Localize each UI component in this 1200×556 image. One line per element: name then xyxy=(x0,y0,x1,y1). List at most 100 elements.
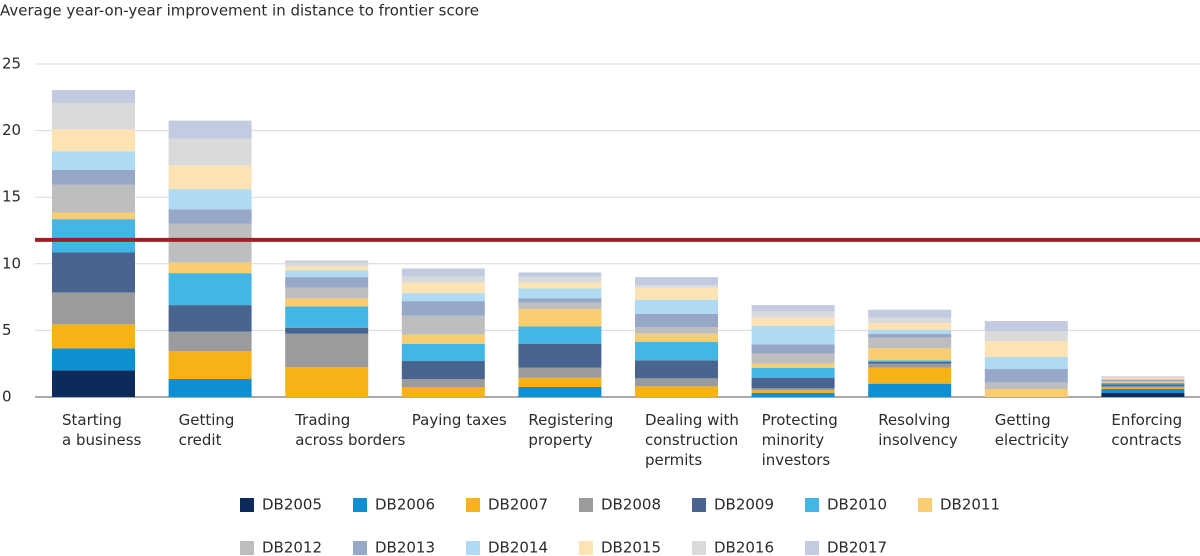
bar-segment xyxy=(168,138,252,166)
bar-segment xyxy=(401,282,485,294)
bar-segment xyxy=(168,273,252,306)
bar-segment xyxy=(751,325,835,345)
bar-segment xyxy=(751,311,835,318)
bar-segment xyxy=(401,301,485,316)
bar-segment xyxy=(518,302,602,310)
legend-label: DB2014 xyxy=(488,539,548,556)
bar-segment xyxy=(52,169,135,185)
bar-segment xyxy=(401,387,485,397)
bar-segment xyxy=(1101,387,1185,390)
y-tick-label: 0 xyxy=(2,388,12,406)
legend-swatch xyxy=(805,541,819,555)
legend-swatch xyxy=(353,498,367,512)
bar-segment xyxy=(635,333,718,342)
bar-segment xyxy=(518,272,602,277)
bar-segment xyxy=(52,184,135,213)
bar-segment xyxy=(751,367,835,378)
bar-segment xyxy=(635,378,718,387)
bar-segment xyxy=(518,326,602,344)
bar-segment xyxy=(518,377,602,388)
bar-segment xyxy=(285,262,369,267)
bar-segment xyxy=(52,89,135,104)
legend-label: DB2013 xyxy=(375,539,435,556)
bar-segment xyxy=(168,189,252,210)
y-tick-label: 5 xyxy=(2,321,12,339)
legend-swatch xyxy=(692,498,706,512)
chart-title: Average year-on-year improvement in dist… xyxy=(0,2,479,20)
bar-segment xyxy=(635,287,718,300)
legend-label: DB2008 xyxy=(601,496,661,514)
bar-segment xyxy=(52,292,135,325)
legend-label: DB2010 xyxy=(827,496,887,514)
bar-segment xyxy=(635,327,718,334)
bar-segment xyxy=(518,343,602,368)
bar-segment xyxy=(1101,378,1185,380)
bar-segment xyxy=(285,306,369,328)
legend-swatch xyxy=(918,498,932,512)
bar-segment xyxy=(401,361,485,380)
bar-segment xyxy=(868,383,952,397)
bar-segment xyxy=(1101,377,1185,379)
bar-segment xyxy=(168,223,252,263)
bar-segment xyxy=(52,348,135,371)
bar-segment xyxy=(52,129,135,152)
bar-segment xyxy=(285,260,369,263)
bar-segment xyxy=(52,212,135,220)
bar-segment xyxy=(984,341,1068,358)
bar-segment xyxy=(635,360,718,379)
bar-segment xyxy=(751,344,835,354)
bar-segment xyxy=(518,298,602,303)
bar-segment xyxy=(518,367,602,378)
bar-segment xyxy=(751,317,835,326)
bar-segment xyxy=(401,379,485,388)
legend-swatch xyxy=(240,498,254,512)
bar-segment xyxy=(984,357,1068,370)
bar-segment xyxy=(401,276,485,283)
x-tick-label: Getting credit xyxy=(179,411,235,449)
bar-segment xyxy=(868,323,952,330)
bar-segment xyxy=(285,266,369,271)
bar-segment xyxy=(168,120,252,139)
bar-segment xyxy=(1101,389,1185,394)
bar-segment xyxy=(751,388,835,391)
x-tick-label: Getting electricity xyxy=(995,411,1069,449)
legend-label: DB2012 xyxy=(262,539,322,556)
x-tick-label: Paying taxes xyxy=(412,411,507,429)
x-tick-label: Starting a business xyxy=(62,411,142,449)
bar-segment xyxy=(285,333,369,368)
y-tick-label: 25 xyxy=(2,55,21,73)
bar-segment xyxy=(868,363,952,368)
bar-segment xyxy=(52,252,135,293)
bar-segment xyxy=(401,315,485,335)
bar-segment xyxy=(1101,393,1185,397)
bar-segment xyxy=(751,305,835,312)
bar-segment xyxy=(751,377,835,389)
bar-segment xyxy=(868,317,952,324)
bar-segment xyxy=(518,387,602,397)
bar-segment xyxy=(1101,381,1185,383)
bar-segment xyxy=(52,324,135,349)
bar-segment xyxy=(635,285,718,288)
y-tick-label: 20 xyxy=(2,121,21,139)
y-tick-label: 15 xyxy=(2,188,21,206)
legend-label: DB2005 xyxy=(262,496,322,514)
legend-label: DB2007 xyxy=(488,496,548,514)
legend-swatch xyxy=(579,541,593,555)
bar-segment xyxy=(168,209,252,224)
bar-segment xyxy=(285,287,369,299)
bar-segment xyxy=(1101,376,1185,378)
bar-segment xyxy=(868,361,952,364)
bar-segment xyxy=(635,299,718,314)
bar-segment xyxy=(168,331,252,352)
x-tick-label: Dealing with construction permits xyxy=(645,411,739,469)
legend-swatch xyxy=(692,541,706,555)
bar-segment xyxy=(1101,379,1185,382)
bar-segment xyxy=(1101,384,1185,387)
bar-segment xyxy=(868,329,952,334)
bar-segment xyxy=(518,276,602,283)
x-tick-label: Protecting minority investors xyxy=(762,411,838,469)
bar-segment xyxy=(868,348,952,361)
y-tick-label: 10 xyxy=(2,254,21,272)
bar-segment xyxy=(52,219,135,253)
